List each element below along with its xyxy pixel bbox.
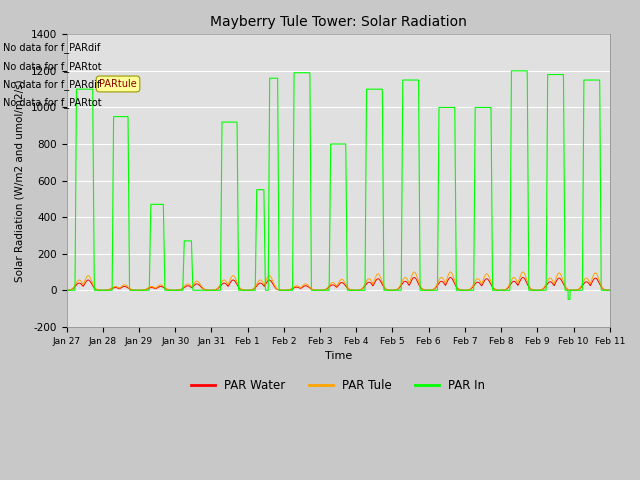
Y-axis label: Solar Radiation (W/m2 and umol/m2/s): Solar Radiation (W/m2 and umol/m2/s) <box>15 79 25 282</box>
Text: PARtule: PARtule <box>99 79 137 89</box>
X-axis label: Time: Time <box>324 351 352 361</box>
Legend: PAR Water, PAR Tule, PAR In: PAR Water, PAR Tule, PAR In <box>186 374 490 397</box>
Text: No data for f_PARtot: No data for f_PARtot <box>3 97 102 108</box>
Text: No data for f_PARdif: No data for f_PARdif <box>3 42 100 53</box>
Title: Mayberry Tule Tower: Solar Radiation: Mayberry Tule Tower: Solar Radiation <box>210 15 467 29</box>
Text: No data for f_PARdif: No data for f_PARdif <box>3 79 100 90</box>
Text: No data for f_PARtot: No data for f_PARtot <box>3 60 102 72</box>
